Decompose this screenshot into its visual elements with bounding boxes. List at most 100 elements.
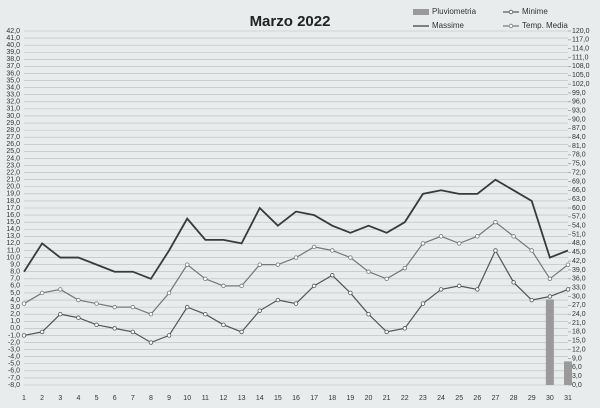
point	[112, 304, 117, 310]
x-tick-label: 9	[167, 395, 171, 402]
point	[384, 329, 389, 335]
y-tick-label: 0,0	[10, 325, 20, 332]
point	[166, 290, 172, 296]
y-tick-label: 37,0	[6, 63, 20, 70]
y-tick-label: 36,0	[6, 70, 20, 77]
x-tick-label: 15	[274, 395, 282, 402]
y-tick-label: 31,0	[6, 106, 20, 113]
y2-tick-label: 120,0	[572, 28, 590, 35]
y2-tick-label: 87,0	[572, 125, 586, 132]
point	[511, 280, 516, 285]
y-tick-label: 16,0	[6, 212, 20, 219]
y-tick-label: -5,0	[8, 361, 20, 368]
point	[420, 301, 426, 306]
point	[275, 297, 281, 303]
y-tick-label: 24,0	[6, 155, 20, 162]
x-tick-label: 31	[564, 395, 572, 402]
y2-tick-label: 105,0	[572, 72, 590, 79]
point	[76, 297, 81, 303]
y2-tick-label: 27,0	[572, 302, 586, 309]
point	[293, 301, 299, 306]
legend-label: Pluviometria	[432, 7, 477, 16]
y2-tick-label: 12,0	[572, 346, 586, 353]
y2-tick-label: 9,0	[572, 355, 582, 362]
y2-tick-label: 24,0	[572, 311, 586, 318]
point	[221, 322, 226, 328]
point	[130, 304, 135, 310]
y2-tick-label: 111,0	[572, 54, 589, 61]
x-tick-label: 29	[528, 395, 536, 402]
y2-tick-label: 54,0	[572, 223, 586, 230]
point	[311, 283, 317, 289]
legend-label: Massime	[432, 21, 465, 30]
x-tick-label: 23	[419, 395, 427, 402]
x-tick-label: 27	[492, 395, 500, 402]
x-tick-label: 5	[95, 395, 99, 402]
y-tick-label: 13,0	[6, 233, 20, 240]
y-tick-label: 18,0	[6, 198, 20, 205]
x-tick-label: 11	[202, 395, 209, 402]
x-tick-label: 25	[455, 395, 463, 402]
x-tick-label: 20	[365, 395, 373, 402]
y2-tick-label: 117,0	[572, 37, 589, 44]
y2-tick-label: 114,0	[572, 46, 589, 53]
x-tick-label: 7	[131, 395, 135, 402]
x-tick-label: 17	[310, 395, 318, 402]
y2-tick-label: 93,0	[572, 107, 586, 114]
y2-tick-label: 39,0	[572, 267, 586, 274]
legend-label: Minime	[522, 7, 548, 16]
y-tick-label: 40,0	[6, 42, 20, 49]
point	[348, 255, 353, 260]
point	[420, 241, 426, 246]
y-tick-label: 33,0	[6, 92, 20, 99]
y2-tick-label: 69,0	[572, 178, 586, 185]
point	[511, 234, 516, 239]
y-tick-label: 20,0	[6, 184, 20, 191]
y-tick-label: -8,0	[8, 382, 20, 389]
point	[547, 276, 553, 281]
y2-tick-label: 0,0	[572, 382, 582, 389]
legend-swatch	[413, 9, 429, 15]
y-tick-label: -7,0	[8, 375, 20, 382]
x-tick-label: 2	[40, 395, 44, 402]
y2-tick-label: 3,0	[572, 373, 582, 380]
point	[330, 248, 335, 253]
point	[203, 312, 208, 317]
y-tick-label: 38,0	[6, 56, 20, 63]
y2-tick-label: 96,0	[572, 99, 586, 106]
y2-tick-label: 21,0	[572, 320, 586, 327]
y-tick-label: 32,0	[6, 99, 20, 106]
point	[257, 308, 262, 313]
y2-tick-label: 36,0	[572, 276, 586, 283]
legend-marker	[508, 23, 514, 29]
point	[438, 287, 444, 292]
y2-tick-label: 60,0	[572, 205, 586, 212]
y-tick-label: 17,0	[6, 205, 20, 212]
point	[130, 329, 135, 335]
point	[402, 326, 407, 331]
y-tick-label: 27,0	[6, 134, 20, 141]
temp-line	[23, 178, 569, 280]
point	[547, 294, 553, 299]
y-tick-label: -6,0	[8, 368, 20, 375]
x-tick-label: 6	[113, 395, 117, 402]
point	[257, 262, 262, 267]
point	[402, 265, 407, 271]
y-tick-label: 41,0	[6, 35, 20, 42]
y-tick-label: 35,0	[6, 77, 20, 84]
point	[293, 255, 299, 260]
y2-tick-label: 33,0	[572, 284, 586, 291]
x-tick-label: 21	[383, 395, 391, 402]
y-tick-label: 7,0	[10, 276, 20, 283]
y-tick-label: -2,0	[8, 339, 20, 346]
y2-tick-label: 102,0	[572, 81, 590, 88]
y-tick-label: 28,0	[6, 127, 20, 134]
x-tick-label: 12	[220, 395, 228, 402]
point	[384, 276, 389, 281]
x-tick-label: 3	[58, 395, 62, 402]
x-tick-label: 26	[473, 395, 481, 402]
point	[203, 276, 208, 281]
y2-tick-label: 30,0	[572, 293, 586, 300]
y2-tick-label: 78,0	[572, 152, 586, 159]
legend-marker	[508, 9, 514, 15]
